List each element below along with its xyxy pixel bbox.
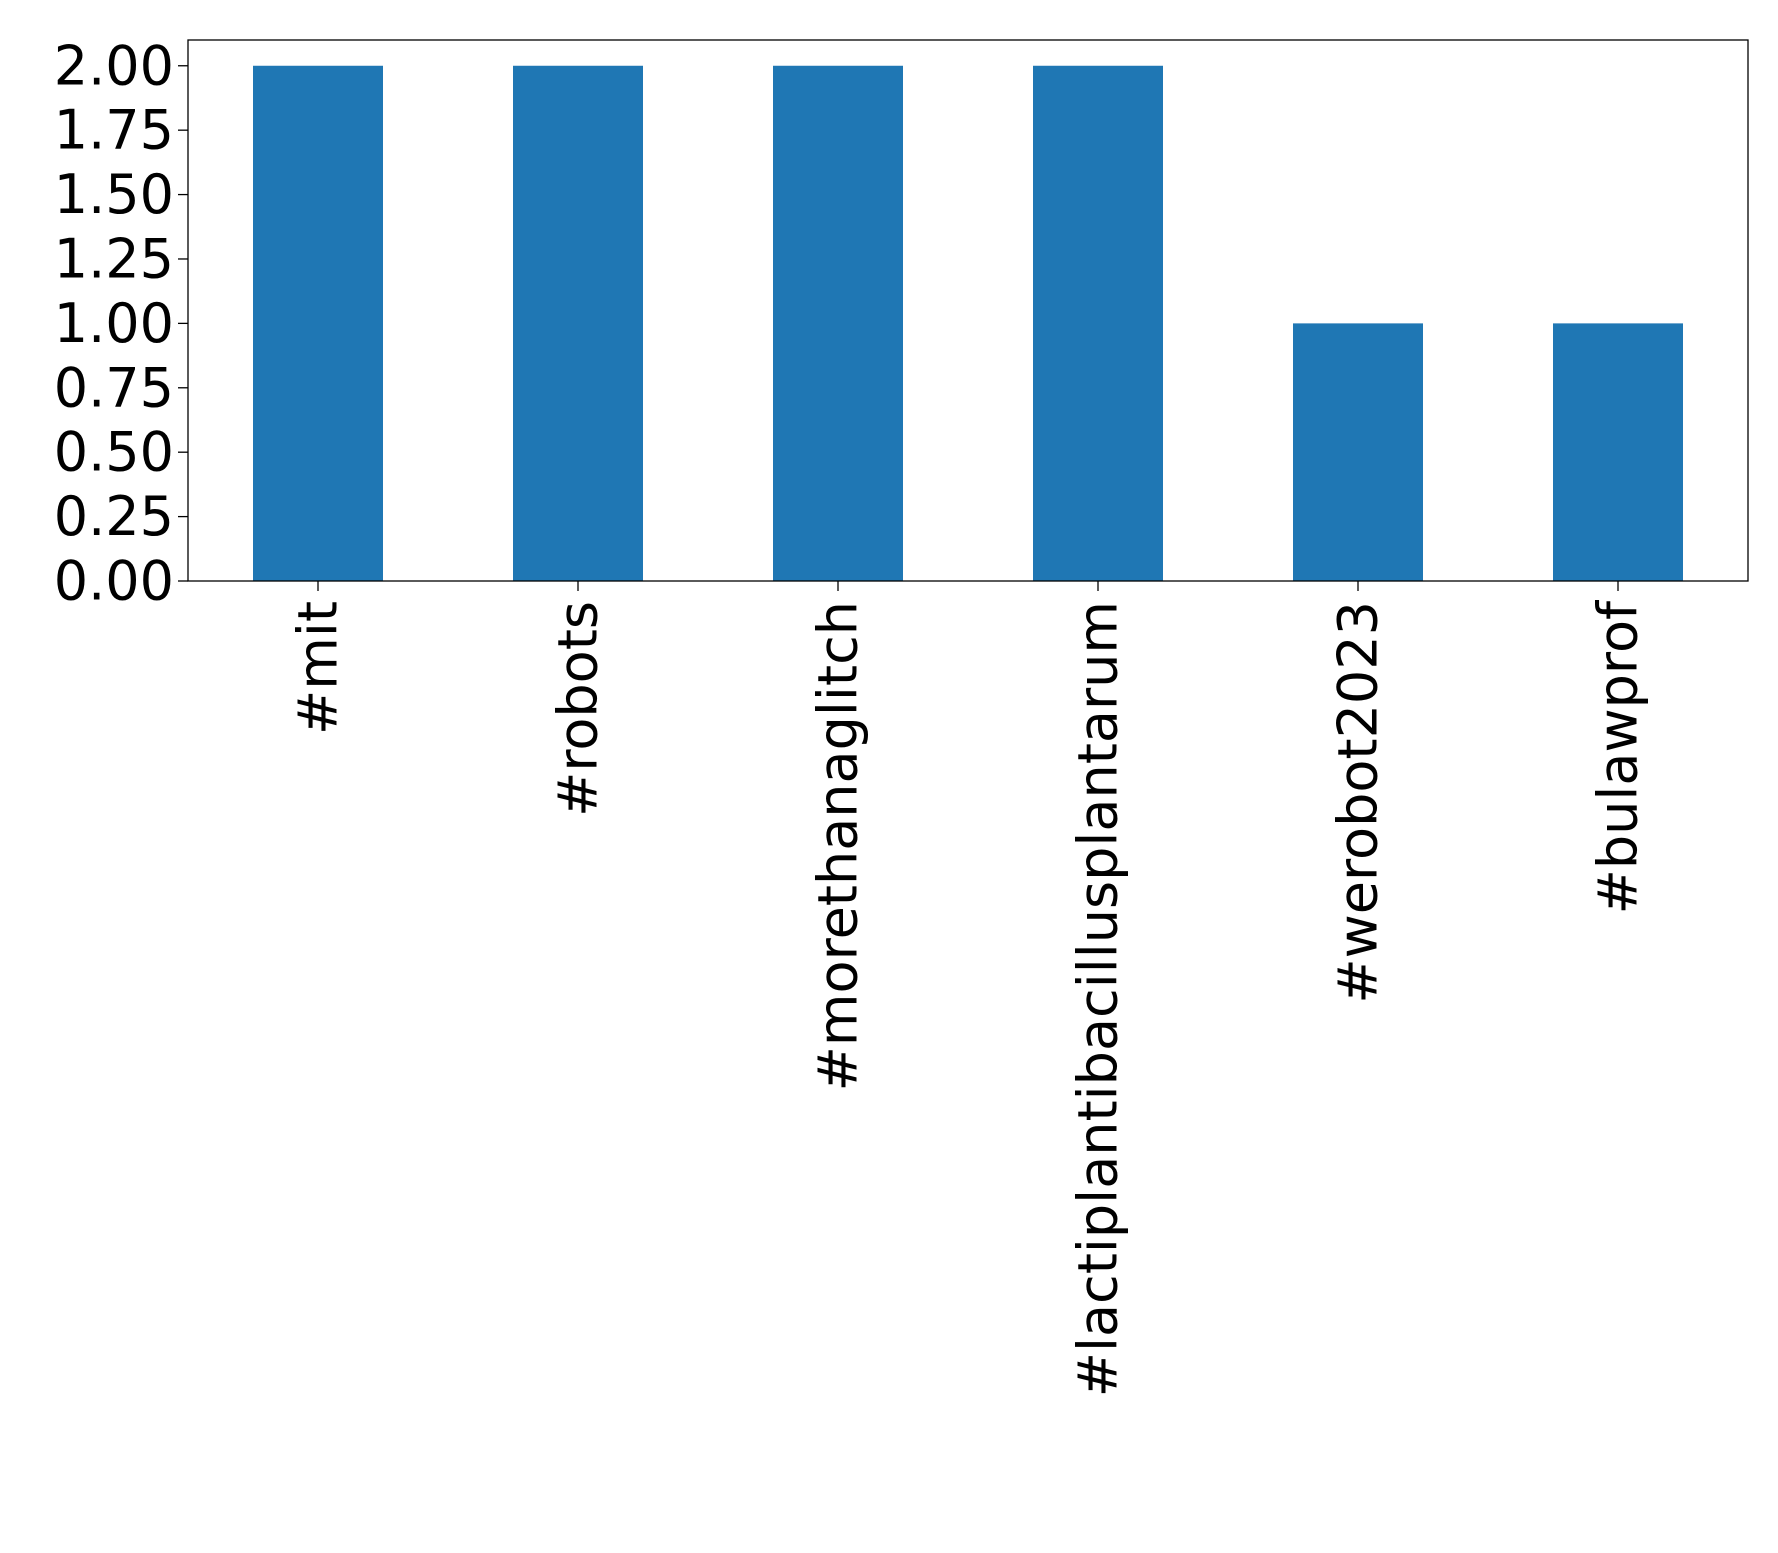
bar-5 <box>1553 323 1683 581</box>
y-tick-label: 1.50 <box>54 163 174 226</box>
y-tick-label: 1.00 <box>54 292 174 355</box>
bar-0 <box>253 65 383 581</box>
y-tick-label: 2.00 <box>54 34 174 97</box>
x-tick-label: #morethanaglitch <box>807 601 870 1091</box>
plot-frame <box>187 39 1749 582</box>
y-tick-label: 0.25 <box>54 485 174 548</box>
y-tick-label: 0.75 <box>54 356 174 419</box>
x-tick-label: #mit <box>287 601 350 735</box>
y-tick-label: 0.00 <box>54 550 174 613</box>
y-axis: 0.000.250.500.751.001.251.501.752.00 <box>54 34 188 613</box>
bar-4 <box>1293 323 1423 581</box>
x-tick-label: #lactiplantibacillusplantarum <box>1067 601 1130 1397</box>
bars-layer <box>253 65 1683 581</box>
bar-1 <box>513 65 643 581</box>
y-tick-label: 1.25 <box>54 227 174 290</box>
x-tick-label: #bulawprof <box>1587 599 1650 914</box>
x-tick-label: #werobot2023 <box>1327 601 1390 1004</box>
x-axis: #mit #robots #morethanaglitch #lactiplantib… <box>287 581 1650 1397</box>
x-tick-label: #robots <box>547 601 610 817</box>
y-tick-label: 0.50 <box>54 421 174 484</box>
bar-2 <box>773 65 903 581</box>
y-tick-label: 1.75 <box>54 99 174 162</box>
bar-3 <box>1033 65 1163 581</box>
